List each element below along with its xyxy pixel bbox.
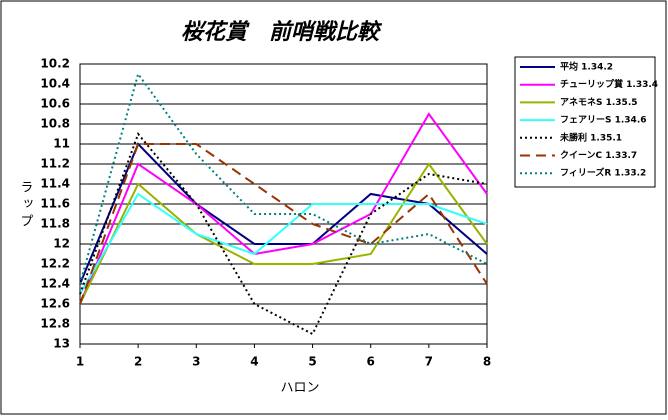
legend-label: フィリーズR 1.33.2 (560, 167, 646, 179)
series-line (79, 192, 488, 295)
y-tick-label: 12.4 (40, 277, 70, 291)
legend-label: チューリップ賞 1.33.4 (560, 78, 658, 90)
y-tick-label: 10.2 (40, 57, 70, 71)
x-tick-label: 7 (425, 355, 433, 369)
x-tick-label: 8 (483, 355, 491, 369)
legend-label: フェアリーS 1.34.6 (560, 115, 647, 126)
y-tick-label: 10.6 (40, 97, 70, 111)
y-axis-title: ラップ (18, 180, 33, 231)
legend-label: 未勝利 1.35.1 (559, 131, 622, 143)
y-tick-label: 12 (53, 237, 70, 251)
series-line (79, 162, 488, 305)
y-tick-label: 10.4 (40, 77, 70, 91)
y-tick-label: 11 (53, 137, 70, 151)
y-tick-label: 13 (53, 337, 70, 351)
legend-label: クイーンC 1.33.7 (560, 150, 637, 161)
x-tick-label: 2 (134, 355, 142, 369)
y-tick-label: 11.2 (40, 157, 70, 171)
series-line (79, 132, 488, 336)
y-tick-label: 10.8 (40, 117, 70, 131)
y-tick-label: 12.8 (40, 317, 70, 331)
x-tick-label: 6 (367, 355, 375, 369)
x-tick-label: 4 (250, 355, 258, 369)
chart-title: 桜花賞 前哨戦比較 (181, 19, 383, 45)
y-tick-label: 12.2 (40, 257, 70, 271)
y-tick-label: 11.8 (40, 217, 70, 231)
x-tick-label: 3 (192, 355, 200, 369)
x-tick-label: 5 (308, 355, 316, 369)
x-axis-title: ハロン (280, 381, 319, 396)
legend-label: アネモネS 1.35.5 (560, 97, 638, 108)
plot-frame (79, 63, 488, 345)
legend-label: 平均 1.34.2 (560, 61, 613, 73)
series-line (79, 142, 488, 285)
y-tick-label: 11.6 (40, 197, 70, 211)
y-tick-label: 11.4 (40, 177, 70, 191)
series-line (79, 112, 488, 305)
legend-box (514, 56, 656, 188)
series-line (79, 143, 488, 305)
y-tick-label: 12.6 (40, 297, 70, 311)
x-tick-label: 1 (76, 355, 84, 369)
